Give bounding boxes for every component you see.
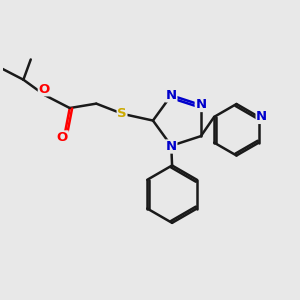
Text: N: N	[256, 110, 267, 123]
Text: S: S	[117, 107, 127, 120]
Text: N: N	[166, 140, 177, 153]
Text: N: N	[195, 98, 206, 112]
Text: O: O	[57, 131, 68, 144]
Text: O: O	[38, 83, 50, 96]
Text: N: N	[166, 89, 177, 102]
